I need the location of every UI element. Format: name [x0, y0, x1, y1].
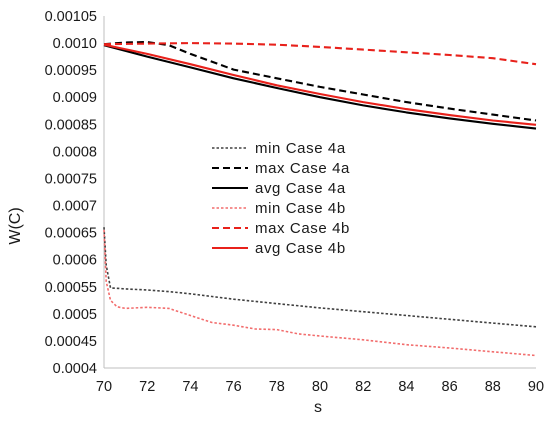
series-line-3: [103, 44, 537, 130]
legend-label-4: min Case 4b: [255, 200, 346, 217]
legend-label-2: max Case 4a: [255, 160, 350, 177]
x-tick-label: 88: [485, 379, 501, 395]
x-tick-label: 72: [139, 379, 155, 395]
series-line-6: [103, 43, 537, 126]
y-tick-label: 0.0006: [53, 253, 97, 269]
series-line-2: [103, 40, 537, 122]
series-line-5: [103, 42, 537, 66]
x-tick-label: 82: [355, 379, 371, 395]
series-lines: [103, 40, 537, 357]
y-tick-label: 0.00075: [45, 171, 97, 187]
y-tick-label: 0.00065: [45, 226, 97, 242]
x-tick-label: 90: [528, 379, 544, 395]
legend-label-3: avg Case 4a: [255, 180, 346, 197]
legend-label-6: avg Case 4b: [255, 240, 346, 257]
x-tick-label: 80: [312, 379, 328, 395]
x-tick-label: 78: [269, 379, 285, 395]
y-tick-label: 0.00045: [45, 334, 97, 350]
x-tick-label: 70: [96, 379, 112, 395]
x-tick-label: 74: [182, 379, 198, 395]
y-tick-labels: 0.0004 0.00045 0.0005 0.00055 0.0006 0.00065 0…: [45, 9, 97, 377]
x-tick-label: 86: [442, 379, 458, 395]
y-tick-label: 0.00105: [45, 9, 97, 25]
y-tick-label: 0.0009: [53, 90, 97, 106]
series-line-1: [103, 227, 537, 328]
y-tick-label: 0.00085: [45, 117, 97, 133]
legend: min Case 4a max Case 4a avg Case 4a min Cas…: [212, 140, 350, 257]
legend-label-5: max Case 4b: [255, 220, 350, 237]
y-axis-title: W(C): [7, 207, 24, 244]
x-axis-title: s: [314, 399, 322, 416]
legend-label-1: min Case 4a: [255, 140, 346, 157]
y-tick-label: 0.00055: [45, 280, 97, 296]
y-tick-label: 0.0005: [53, 307, 97, 323]
x-tick-label: 84: [398, 379, 414, 395]
y-tick-label: 0.0010: [53, 36, 97, 52]
y-tick-label: 0.0007: [53, 199, 97, 215]
y-tick-label: 0.00095: [45, 63, 97, 79]
series-line-4: [103, 229, 537, 357]
y-tick-label: 0.0004: [53, 361, 97, 377]
x-tick-labels: 70 72 74 76 78 80 82 84 86 88 90: [96, 379, 544, 395]
x-tick-label: 76: [226, 379, 242, 395]
axes: [103, 16, 536, 369]
y-tick-label: 0.0008: [53, 144, 97, 160]
